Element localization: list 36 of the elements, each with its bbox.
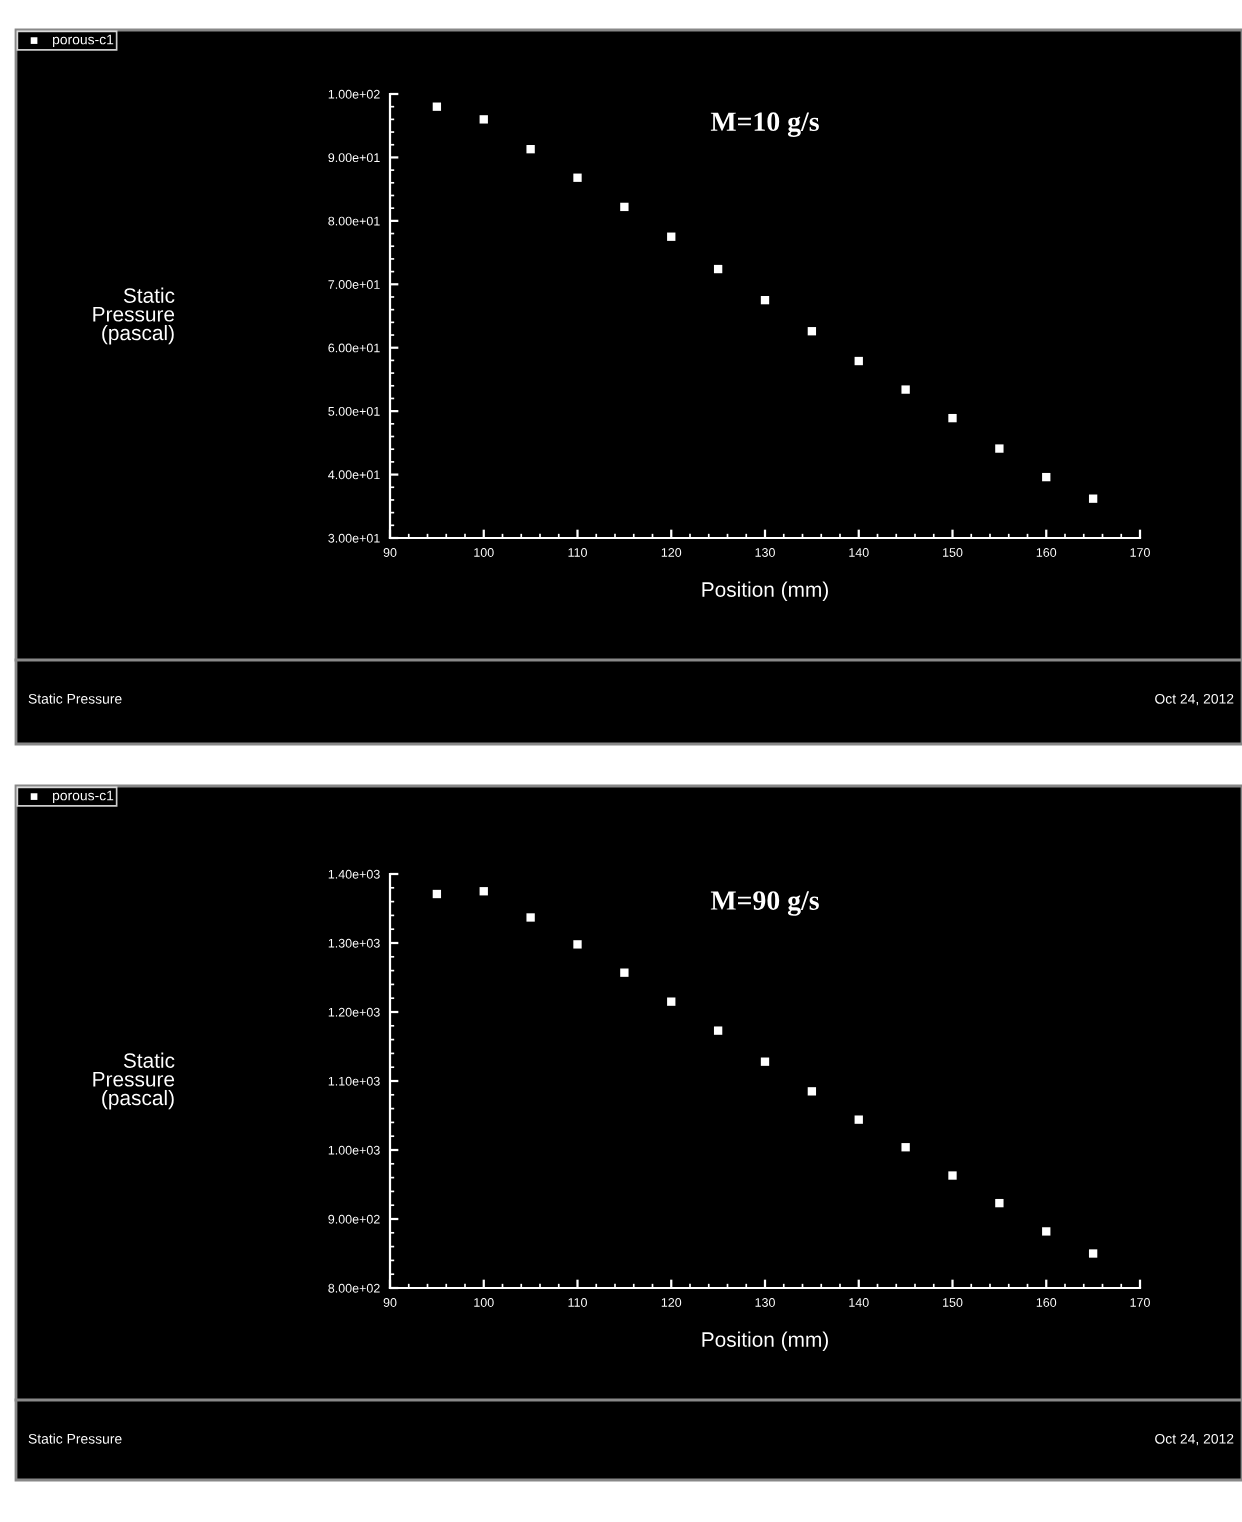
text: M=90 g/s xyxy=(710,891,819,916)
point xyxy=(526,913,535,922)
point xyxy=(995,1198,1004,1208)
point xyxy=(948,413,957,423)
point xyxy=(854,356,863,366)
point xyxy=(573,173,582,182)
text: M=10 g/s xyxy=(710,112,819,137)
point xyxy=(807,327,817,336)
point xyxy=(901,1143,910,1152)
point xyxy=(1088,494,1098,503)
point xyxy=(760,295,770,305)
point xyxy=(479,115,488,124)
point xyxy=(760,1057,770,1066)
point xyxy=(573,940,582,949)
point xyxy=(432,889,442,899)
x-axis-title: Position (mm) xyxy=(702,1331,828,1352)
point xyxy=(713,264,723,274)
point xyxy=(1042,1227,1051,1236)
point xyxy=(713,1026,723,1035)
point xyxy=(901,385,910,394)
x-axis-title: Position (mm) xyxy=(702,581,828,602)
point xyxy=(948,1171,957,1180)
point xyxy=(667,232,676,241)
point xyxy=(995,444,1004,453)
point xyxy=(1088,1249,1098,1258)
point xyxy=(620,968,629,977)
point xyxy=(432,102,442,111)
point xyxy=(1042,472,1051,482)
point xyxy=(526,145,535,154)
point xyxy=(854,1115,863,1124)
point xyxy=(807,1087,817,1096)
point xyxy=(667,997,676,1006)
y-axis-title: Static Pressure (pascal) xyxy=(93,1052,175,1110)
point xyxy=(620,202,629,212)
y-axis-title: Static Pressure (pascal) xyxy=(93,287,175,345)
point xyxy=(479,887,488,896)
